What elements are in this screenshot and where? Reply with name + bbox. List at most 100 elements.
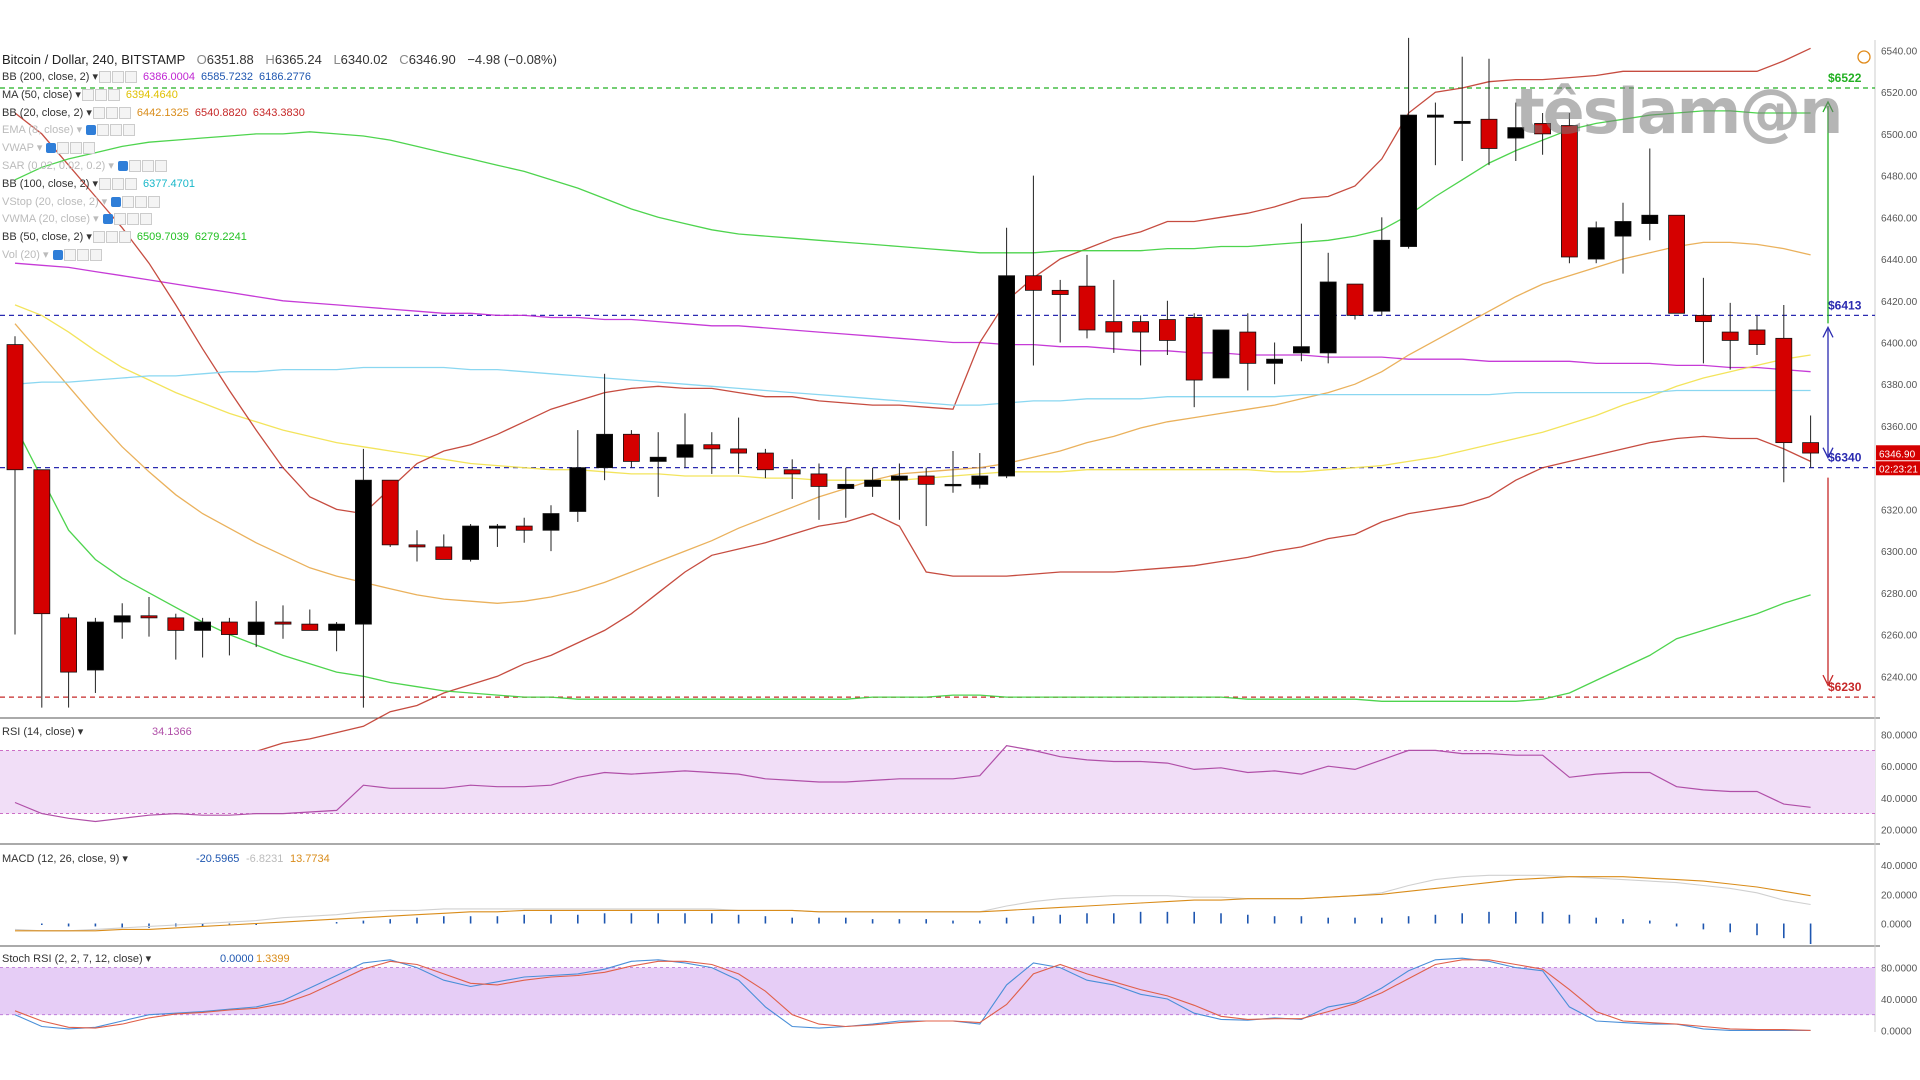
settings-icon[interactable] xyxy=(125,71,138,84)
visibility-icon[interactable] xyxy=(86,125,97,136)
indicator-name[interactable]: BB (200, close, 2) ▾ xyxy=(2,71,99,83)
visibility-icon[interactable] xyxy=(46,143,57,154)
indicator-name[interactable]: BB (50, close, 2) ▾ xyxy=(2,231,92,244)
low-value: 6340.02 xyxy=(340,52,388,67)
settings-icon[interactable] xyxy=(141,160,154,173)
low-label: L xyxy=(333,52,341,67)
candle-body xyxy=(1427,114,1444,118)
y-tick-label: 40.0000 xyxy=(1881,794,1918,805)
candle xyxy=(1078,254,1096,339)
settings-icon[interactable] xyxy=(94,88,107,101)
indicator-name[interactable]: EMA (8, close) ▾ xyxy=(2,124,83,137)
settings-icon[interactable] xyxy=(107,88,120,101)
indicator-name[interactable]: MA (50, close) ▾ xyxy=(2,88,81,101)
indicator-value: 6394.4640 xyxy=(125,88,178,101)
candle xyxy=(971,453,989,489)
y-tick-label: 0.0000 xyxy=(1881,920,1912,931)
indicator-row[interactable]: Vol (20) ▾ xyxy=(2,248,102,262)
visibility-icon[interactable] xyxy=(52,250,63,261)
indicator-row[interactable]: BB (50, close, 2) ▾ 6509.7039 6279.2241 xyxy=(2,230,247,244)
indicator-value: 6186.2776 xyxy=(259,71,312,83)
candle-body xyxy=(1266,358,1283,364)
candle-body xyxy=(60,617,77,673)
indicator-line xyxy=(14,304,1811,481)
candle-body xyxy=(1132,321,1149,333)
indicator-row[interactable]: VStop (20, close, 2) ▾ xyxy=(2,195,161,209)
indicator-name[interactable]: BB (20, close, 2) ▾ xyxy=(2,106,92,119)
candle-body xyxy=(167,617,185,631)
candle-body xyxy=(1239,331,1257,364)
candle xyxy=(6,336,24,635)
settings-icon[interactable] xyxy=(97,124,110,137)
settings-icon[interactable] xyxy=(128,160,141,173)
settings-icon[interactable] xyxy=(92,231,105,244)
settings-icon[interactable] xyxy=(112,71,125,84)
indicator-row[interactable]: MA (50, close) ▾ 6394.4640 xyxy=(2,88,178,102)
y-tick-label: 6420.00 xyxy=(1881,297,1918,308)
settings-icon[interactable] xyxy=(118,106,131,119)
candle xyxy=(113,603,131,639)
indicator-name[interactable]: Vol (20) ▾ xyxy=(2,249,49,261)
settings-icon[interactable] xyxy=(135,195,148,208)
indicator-row[interactable]: EMA (8, close) ▾ xyxy=(2,123,136,137)
pane-title: Stoch RSI (2, 2, 7, 12, close) ▾ xyxy=(2,953,152,965)
candle-body xyxy=(515,525,533,531)
stoch-k-line xyxy=(14,957,1811,1031)
indicator-name[interactable]: VWAP ▾ xyxy=(2,142,43,155)
symbol-label[interactable]: Bitcoin / Dollar, 240, BITSTAMP xyxy=(2,52,186,67)
settings-icon[interactable] xyxy=(99,177,112,190)
indicator-name[interactable]: BB (100, close, 2) ▾ xyxy=(2,177,99,190)
settings-icon[interactable] xyxy=(154,160,167,173)
visibility-icon[interactable] xyxy=(102,214,113,225)
y-tick-label: 6460.00 xyxy=(1881,213,1918,224)
settings-icon[interactable] xyxy=(83,142,96,155)
settings-icon[interactable] xyxy=(99,71,112,84)
settings-icon[interactable] xyxy=(125,177,138,190)
visibility-icon[interactable] xyxy=(117,161,128,172)
settings-icon[interactable] xyxy=(70,142,83,155)
settings-icon[interactable] xyxy=(110,124,123,137)
settings-icon[interactable] xyxy=(148,195,161,208)
indicator-row[interactable]: BB (200, close, 2) ▾ 6386.0004 6585.7232 61… xyxy=(2,70,311,84)
candle xyxy=(944,450,962,493)
settings-icon[interactable] xyxy=(81,88,94,101)
settings-icon[interactable] xyxy=(122,195,135,208)
indicator-name[interactable]: SAR (0.02, 0.02, 0.2) ▾ xyxy=(2,160,114,172)
watermark-logo: têslam@n xyxy=(1515,75,1843,148)
candle-body xyxy=(1695,314,1712,323)
indicator-row[interactable]: VWAP ▾ xyxy=(2,141,96,155)
settings-icon[interactable] xyxy=(123,124,136,137)
candle xyxy=(1293,223,1310,362)
indicator-row[interactable]: VWMA (20, close) ▾ xyxy=(2,212,152,226)
settings-icon[interactable] xyxy=(92,106,105,119)
candle xyxy=(1346,283,1364,320)
indicator-row[interactable]: BB (100, close, 2) ▾ 6377.4701 xyxy=(2,177,195,191)
pane-value: 34.1366 xyxy=(152,726,192,738)
settings-icon[interactable] xyxy=(57,142,70,155)
candle-body xyxy=(1587,227,1605,260)
settings-icon[interactable] xyxy=(118,231,131,244)
candle xyxy=(649,432,667,497)
visibility-icon[interactable] xyxy=(111,196,122,207)
candle-body xyxy=(676,444,694,458)
settings-icon[interactable] xyxy=(105,106,118,119)
indicator-name[interactable]: VWMA (20, close) ▾ xyxy=(2,213,99,226)
settings-icon[interactable] xyxy=(139,213,152,226)
indicator-row[interactable]: BB (20, close, 2) ▾ 6442.1325 6540.8820 634… xyxy=(2,106,305,120)
candle-body xyxy=(6,344,24,471)
candle-body xyxy=(1051,289,1069,295)
settings-icon[interactable] xyxy=(105,231,118,244)
indicator-row[interactable]: SAR (0.02, 0.02, 0.2) ▾ xyxy=(2,159,167,173)
settings-icon[interactable] xyxy=(63,249,76,262)
settings-icon[interactable] xyxy=(76,249,89,262)
settings-icon[interactable] xyxy=(89,249,102,262)
indicator-name[interactable]: VStop (20, close, 2) ▾ xyxy=(2,195,108,208)
candle-body xyxy=(1319,281,1337,354)
settings-icon[interactable] xyxy=(112,177,125,190)
y-tick-label: 40.0000 xyxy=(1881,995,1918,1006)
candle xyxy=(462,523,480,562)
settings-icon[interactable] xyxy=(113,213,126,226)
settings-icon[interactable] xyxy=(126,213,139,226)
candle xyxy=(408,530,426,562)
